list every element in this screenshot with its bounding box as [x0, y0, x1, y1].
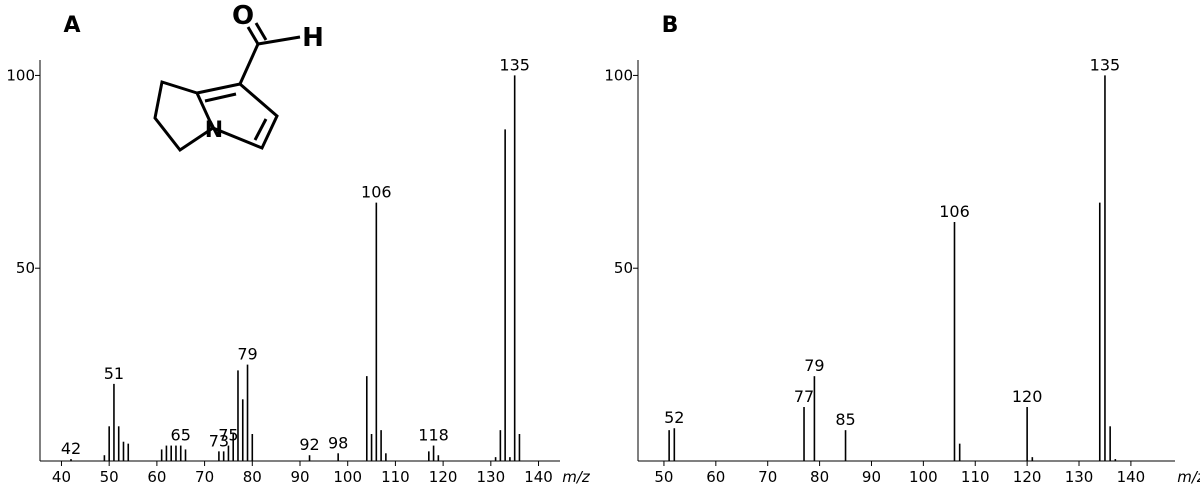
- bond: [246, 26, 260, 45]
- peak-label: 106: [939, 202, 970, 221]
- peak-label: 135: [499, 55, 530, 74]
- peak-label: 79: [237, 345, 257, 364]
- x-tick-label: 130: [477, 468, 506, 486]
- pyrrolidine-ring: [153, 80, 215, 153]
- x-tick-label: 80: [243, 468, 262, 486]
- panel-title: A: [63, 13, 80, 38]
- x-tick-label: 90: [862, 468, 881, 486]
- y-tick-label: 50: [614, 259, 633, 277]
- x-tick-label: 140: [524, 468, 553, 486]
- y-tick-label: 100: [604, 66, 633, 84]
- peak-label: 75: [218, 426, 238, 445]
- x-tick-label: 80: [810, 468, 829, 486]
- x-tick-label: 140: [1117, 468, 1146, 486]
- peak-label: 98: [328, 433, 348, 452]
- x-tick-label: 50: [654, 468, 673, 486]
- y-tick-label: 100: [6, 66, 35, 84]
- x-tick-label: 120: [429, 468, 458, 486]
- x-tick-label: 100: [333, 468, 362, 486]
- peak-label: 92: [299, 435, 319, 454]
- peak-label: 77: [794, 387, 814, 406]
- x-tick-label: 110: [381, 468, 410, 486]
- peak-label: 85: [835, 410, 855, 429]
- bond: [257, 35, 301, 46]
- x-tick-label: 40: [52, 468, 71, 486]
- x-tick-label: 130: [1065, 468, 1094, 486]
- pyrrole-ring: [196, 82, 279, 150]
- panel-title: B: [662, 13, 679, 38]
- peak-label: 51: [104, 364, 124, 383]
- x-tick-label: 60: [147, 468, 166, 486]
- x-axis-label: m/z: [562, 468, 591, 486]
- peak-label: 73: [209, 431, 229, 450]
- peak-label: 135: [1090, 55, 1121, 74]
- peak-label: 42: [61, 439, 81, 458]
- x-tick-label: 60: [706, 468, 725, 486]
- double-bond: [204, 92, 237, 103]
- x-tick-label: 120: [1013, 468, 1042, 486]
- double-bond: [253, 118, 268, 141]
- x-tick-label: 90: [290, 468, 309, 486]
- peak-label: 118: [418, 426, 449, 445]
- peak-label: 79: [804, 356, 824, 375]
- x-tick-label: 110: [961, 468, 990, 486]
- structure: [153, 22, 301, 153]
- x-tick-label: 50: [100, 468, 119, 486]
- x-tick-label: 70: [195, 468, 214, 486]
- peak-label: 52: [664, 408, 684, 427]
- bond: [238, 43, 260, 85]
- atom-label: H: [302, 23, 324, 53]
- y-tick-label: 50: [16, 259, 35, 277]
- peak-label: 65: [171, 426, 191, 445]
- peak-label: 106: [361, 183, 392, 202]
- bond: [254, 22, 268, 41]
- atom-label: O: [232, 1, 254, 31]
- peak-label: 120: [1012, 387, 1043, 406]
- x-axis-label: m/z: [1177, 468, 1200, 486]
- x-tick-label: 70: [758, 468, 777, 486]
- atom-label: N: [205, 118, 223, 143]
- x-tick-label: 100: [909, 468, 938, 486]
